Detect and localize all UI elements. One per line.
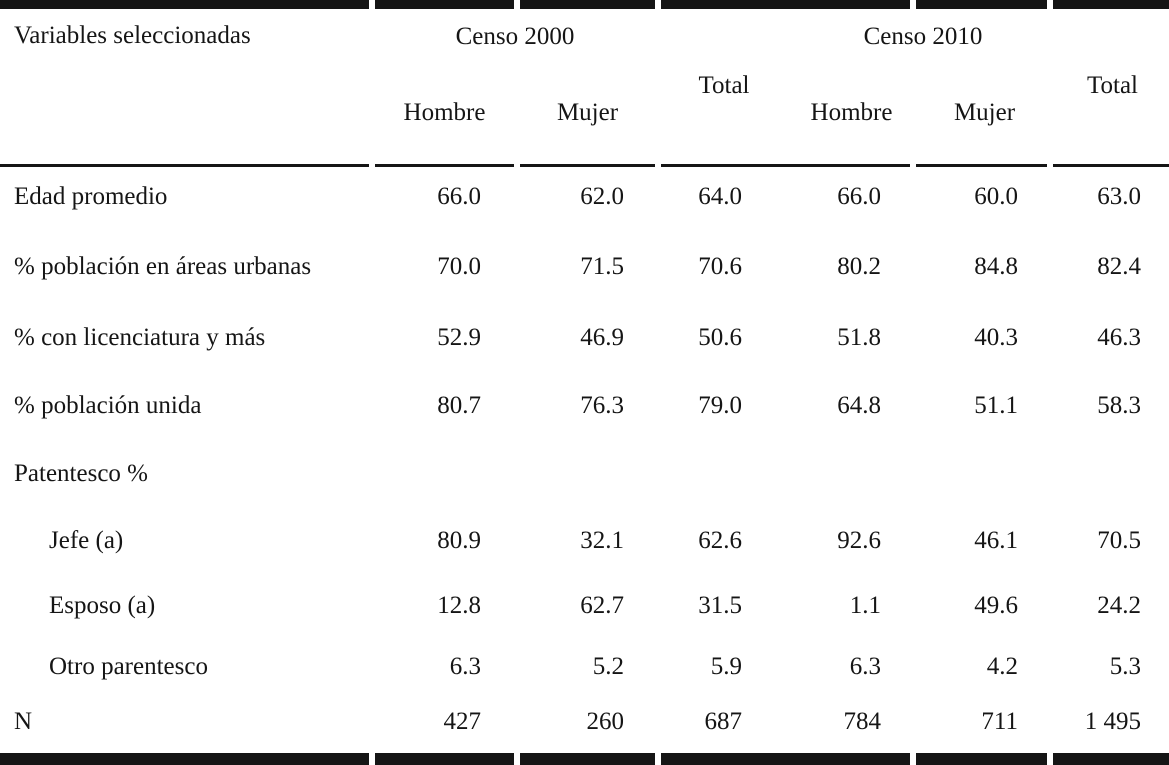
cell-value: 260 [586, 707, 625, 735]
row-label: Jefe (a) [49, 526, 124, 554]
column-header-hombre-2000: Hombre [403, 99, 486, 126]
cell-value: 92.6 [837, 526, 881, 554]
cell-value: 80.9 [437, 526, 481, 554]
cell-value: 70.0 [437, 253, 481, 280]
header-row-sexes: Hombre Mujer Hombre Mujer [0, 64, 1169, 162]
corner-header-variables: Variables seleccionadas [14, 22, 251, 49]
cell-value: 62.7 [580, 591, 624, 619]
cell-value: 52.9 [437, 324, 481, 351]
cell-value: 82.4 [1097, 253, 1141, 280]
column-header-hombre-2010: Hombre [810, 99, 893, 126]
cell-value: 5.9 [710, 653, 742, 680]
cell-value: 80.2 [837, 253, 881, 280]
cell-value: 71.5 [580, 253, 624, 280]
cell-value: 60.0 [974, 182, 1018, 210]
cell-value: 64.8 [837, 392, 881, 419]
cell-value: 66.0 [437, 182, 481, 210]
cell-value: 5.3 [1109, 653, 1141, 680]
cell-value: 84.8 [974, 253, 1018, 280]
table-row: % población en áreas urbanas 70.0 71.5 70.6… [0, 231, 1169, 303]
cell-value: 1 495 [1084, 707, 1141, 735]
table-row: N 427 260 687 784 711 1 495 [0, 696, 1169, 747]
table-row: Edad promedio 66.0 62.0 64.0 66.0 60.0 63.0 [0, 162, 1169, 231]
cell-value [1056, 439, 1169, 508]
cell-value: 70.5 [1097, 526, 1141, 554]
table-header: Variables seleccionadas Censo 2000 Total… [0, 9, 1169, 162]
top-rule [0, 0, 1169, 9]
cell-value: 711 [981, 707, 1018, 735]
cell-value: 49.6 [974, 591, 1018, 619]
cell-value: 64.0 [698, 182, 742, 210]
table-row: Otro parentesco 6.3 5.2 5.9 6.3 4.2 5.3 [0, 638, 1169, 696]
cell-value [790, 439, 913, 508]
row-label: Otro parentesco [49, 653, 208, 680]
cell-value [913, 439, 1056, 508]
cell-value: 70.6 [698, 253, 742, 280]
column-header-mujer-2000: Mujer [556, 99, 619, 126]
row-label: N [14, 707, 33, 735]
cell-value: 46.1 [974, 526, 1018, 554]
column-header-total-2010: Total [1086, 71, 1138, 99]
row-label: % población en áreas urbanas [14, 253, 312, 280]
cell-value: 76.3 [580, 392, 624, 419]
cell-value [658, 439, 790, 508]
cell-value: 80.7 [437, 392, 481, 419]
cell-value: 46.9 [580, 324, 624, 351]
cell-value: 40.3 [974, 324, 1018, 351]
cell-value: 31.5 [698, 591, 742, 619]
cell-value: 1.1 [849, 591, 881, 619]
table-row: % con licenciatura y más 52.9 46.9 50.6 51.8… [0, 303, 1169, 373]
cell-value: 6.3 [449, 653, 481, 680]
row-label: Patentesco % [14, 459, 148, 487]
cell-value: 66.0 [837, 182, 881, 210]
cell-value: 5.2 [592, 653, 624, 680]
cell-value: 784 [843, 707, 882, 735]
cell-value: 63.0 [1097, 182, 1141, 210]
cell-value: 79.0 [698, 392, 742, 419]
table-row: % población unida 80.7 76.3 79.0 64.8 51.1 58.… [0, 373, 1169, 439]
column-header-mujer-2010: Mujer [953, 99, 1016, 126]
cell-value: 427 [443, 707, 482, 735]
cell-value: 46.3 [1097, 324, 1141, 351]
cell-value: 58.3 [1097, 392, 1141, 419]
cell-value: 24.2 [1097, 591, 1141, 619]
cell-value: 62.6 [698, 526, 742, 554]
row-label: Edad promedio [14, 182, 168, 210]
cell-value: 50.6 [698, 324, 742, 351]
cell-value: 6.3 [849, 653, 881, 680]
cell-value: 51.8 [837, 324, 881, 351]
table-body: Edad promedio 66.0 62.0 64.0 66.0 60.0 63.0 % p… [0, 162, 1169, 747]
table-row: Patentesco % [0, 439, 1169, 508]
cell-value: 32.1 [580, 526, 624, 554]
row-label: % con licenciatura y más [14, 324, 266, 351]
cell-value [372, 439, 517, 508]
row-label: Esposo (a) [49, 591, 156, 619]
table-row: Jefe (a) 80.9 32.1 62.6 92.6 46.1 70.5 [0, 508, 1169, 573]
cell-value: 4.2 [986, 653, 1018, 680]
cell-value: 51.1 [974, 392, 1018, 419]
header-row-groups: Variables seleccionadas Censo 2000 Total… [0, 9, 1169, 99]
column-header-total-2000: Total [698, 71, 750, 99]
table-row: Esposo (a) 12.8 62.7 31.5 1.1 49.6 24.2 [0, 573, 1169, 638]
census-comparison-table: Variables seleccionadas Censo 2000 Total… [0, 9, 1169, 747]
header-separator-rule [0, 164, 1169, 167]
cell-value [517, 439, 658, 508]
group-header-censo-2010: Censo 2010 [863, 22, 983, 50]
row-label: % población unida [14, 392, 202, 419]
group-header-censo-2000: Censo 2000 [455, 22, 575, 50]
cell-value: 12.8 [437, 591, 481, 619]
cell-value: 687 [704, 707, 743, 735]
cell-value: 62.0 [580, 182, 624, 210]
bottom-rule [0, 753, 1169, 765]
